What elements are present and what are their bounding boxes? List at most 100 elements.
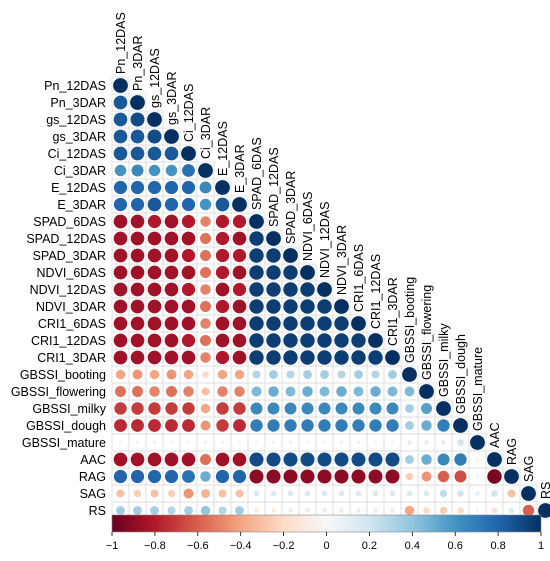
correlation-circle bbox=[285, 386, 296, 397]
correlation-circle bbox=[303, 370, 312, 379]
correlation-circle bbox=[402, 367, 417, 382]
correlation-circle bbox=[237, 440, 242, 445]
correlation-circle bbox=[215, 282, 230, 297]
correlation-circle bbox=[372, 490, 379, 497]
correlation-circle bbox=[266, 333, 281, 348]
correlation-circle bbox=[419, 384, 434, 399]
correlation-circle bbox=[266, 282, 281, 297]
row-label: gs_3DAR bbox=[53, 130, 107, 144]
correlation-circle bbox=[286, 370, 295, 379]
correlation-circle bbox=[232, 469, 247, 484]
correlation-circle bbox=[200, 284, 211, 295]
correlation-circle bbox=[232, 265, 247, 280]
correlation-circle bbox=[130, 214, 145, 229]
correlation-circle bbox=[215, 316, 230, 331]
correlation-circle bbox=[283, 469, 298, 484]
correlation-circle bbox=[339, 440, 344, 445]
correlation-circle bbox=[351, 469, 366, 484]
correlation-circle bbox=[335, 402, 348, 415]
column-label: GBSSI_booting bbox=[403, 277, 417, 363]
correlation-circle bbox=[232, 248, 247, 263]
correlation-circle bbox=[249, 282, 264, 297]
correlation-circle bbox=[475, 457, 480, 462]
correlation-circle bbox=[352, 402, 365, 415]
row-label: SPAD_12DAS bbox=[26, 232, 106, 246]
column-label: Pn_12DAS bbox=[114, 12, 128, 74]
correlation-circle bbox=[215, 180, 230, 195]
correlation-circle bbox=[317, 452, 332, 467]
correlation-circle bbox=[232, 316, 247, 331]
correlation-circle bbox=[152, 440, 157, 445]
correlation-circle bbox=[351, 350, 366, 365]
correlation-circle bbox=[198, 163, 213, 178]
correlation-circle bbox=[181, 146, 196, 161]
correlation-circle bbox=[114, 402, 127, 415]
correlation-circle bbox=[368, 452, 383, 467]
correlation-circle bbox=[135, 440, 140, 445]
correlation-circle bbox=[232, 231, 247, 246]
correlation-circle bbox=[130, 299, 145, 314]
correlation-circle bbox=[300, 299, 315, 314]
correlation-circle bbox=[113, 452, 128, 467]
correlation-circle bbox=[421, 454, 432, 465]
correlation-circle bbox=[335, 419, 348, 432]
column-label: SPAD_6DAS bbox=[250, 137, 264, 210]
correlation-circle bbox=[253, 490, 260, 497]
correlation-circle bbox=[150, 506, 159, 515]
colorbar-tick-label: 1 bbox=[538, 540, 544, 552]
correlation-circle bbox=[113, 112, 128, 127]
correlation-circle bbox=[404, 386, 415, 397]
correlation-circle bbox=[457, 490, 464, 497]
correlation-circle bbox=[283, 316, 298, 331]
correlation-circle bbox=[390, 440, 395, 445]
correlation-circle bbox=[254, 508, 259, 513]
row-label: SPAD_6DAS bbox=[33, 215, 106, 229]
correlation-circle bbox=[183, 386, 194, 397]
correlation-circle bbox=[132, 369, 143, 380]
correlation-circle bbox=[164, 282, 179, 297]
correlation-circle bbox=[441, 440, 446, 445]
correlation-circle bbox=[283, 333, 298, 348]
correlation-circle bbox=[421, 471, 432, 482]
correlation-circle bbox=[266, 265, 281, 280]
correlation-circle bbox=[457, 439, 464, 446]
correlation-circle bbox=[215, 299, 230, 314]
correlation-circle bbox=[133, 489, 142, 498]
correlation-circle bbox=[147, 231, 162, 246]
correlation-circle bbox=[182, 470, 195, 483]
correlation-circle bbox=[216, 419, 229, 432]
correlation-circle bbox=[491, 507, 498, 514]
colorbar-tick-label: −0.2 bbox=[273, 540, 295, 552]
correlation-circle bbox=[113, 129, 128, 144]
correlation-circle bbox=[322, 440, 327, 445]
correlation-circle bbox=[118, 440, 123, 445]
colorbar-gradient bbox=[111, 514, 542, 533]
correlation-circle bbox=[164, 350, 179, 365]
correlation-circle bbox=[147, 452, 162, 467]
correlation-circle bbox=[147, 180, 162, 195]
correlation-circle bbox=[113, 146, 128, 161]
correlation-circle bbox=[181, 333, 196, 348]
correlation-circle bbox=[235, 489, 244, 498]
correlation-circle bbox=[203, 440, 208, 445]
correlation-circle bbox=[283, 452, 298, 467]
column-label: E_3DAR bbox=[233, 144, 247, 193]
correlation-circle bbox=[167, 506, 176, 515]
row-label: GBSSI_dough bbox=[26, 419, 106, 433]
column-label: RAG bbox=[505, 438, 519, 465]
correlation-circle bbox=[405, 472, 414, 481]
correlation-circle bbox=[423, 490, 430, 497]
column-label: SAG bbox=[522, 456, 536, 482]
correlation-circle bbox=[186, 440, 191, 445]
correlation-circle bbox=[368, 350, 383, 365]
colorbar-tick-label: −0.8 bbox=[144, 540, 166, 552]
correlation-circle bbox=[147, 282, 162, 297]
row-labels: Pn_12DAS Pn_3DAR gs_12DAS gs_3DAR Ci_12DAS Ci… bbox=[11, 79, 107, 518]
correlation-circle bbox=[164, 265, 179, 280]
correlation-circle bbox=[232, 333, 247, 348]
column-label: NDVI_6DAS bbox=[301, 192, 315, 261]
correlation-circle bbox=[454, 470, 467, 483]
correlation-circle bbox=[166, 369, 177, 380]
column-label: GBSSI_mature bbox=[471, 347, 485, 431]
correlation-circle bbox=[113, 248, 128, 263]
